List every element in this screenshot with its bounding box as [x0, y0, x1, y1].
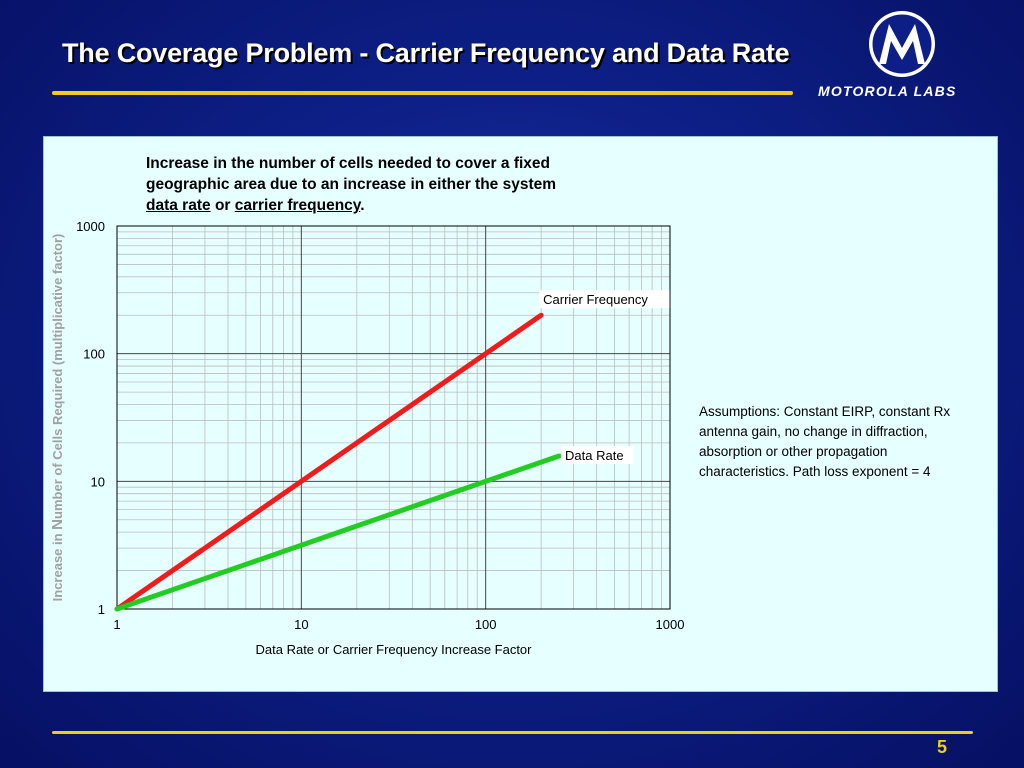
y-axis-label-part: N — [49, 519, 66, 530]
assumptions-note: Assumptions: Constant EIRP, constant Rx … — [699, 402, 999, 482]
series-layer: Carrier Frequency Data Rate — [114, 290, 670, 612]
chart-heading-term-carrier: carrier frequency — [234, 197, 361, 214]
y-axis-label-part: umber of Cells Required (multiplicative … — [50, 234, 65, 519]
logo-text: MOTOROLA LABS — [818, 83, 957, 99]
assumptions-line-2: antenna gain, no change in diffraction, — [699, 424, 928, 439]
series-label-carrier-frequency: Carrier Frequency — [543, 292, 648, 307]
chart-panel: Increase in the number of cells needed t… — [43, 136, 998, 692]
page-number: 5 — [937, 737, 948, 757]
coverage-chart: Carrier Frequency Data Rate 1 10 100 1000 1 10… — [49, 219, 684, 657]
series-line-carrier-frequency — [114, 312, 544, 612]
tick-layer: 1 10 100 1000 1 10 100 1000 — [76, 219, 684, 632]
series-label-bg — [561, 445, 634, 464]
series-line-data-rate — [114, 453, 562, 612]
footer-rule — [52, 731, 973, 734]
y-tick-label: 1000 — [76, 219, 105, 234]
chart-heading-line-1: Increase in the number of cells needed t… — [146, 155, 550, 172]
chart-heading-period: . — [360, 197, 365, 214]
y-tick-label: 100 — [83, 347, 105, 362]
x-tick-label: 100 — [475, 617, 497, 632]
series-label-bg — [539, 290, 670, 309]
y-axis-label: Increase in Number of Cells Required (mu… — [49, 234, 66, 602]
chart-heading-term-data-rate: data rate — [146, 197, 211, 214]
x-tick-label: 1 — [113, 617, 120, 632]
plot-frame — [116, 225, 671, 610]
series-label-data-rate: Data Rate — [565, 448, 624, 463]
motorola-logo-icon — [869, 11, 935, 77]
x-tick-label: 10 — [294, 617, 308, 632]
chart-heading: Increase in the number of cells needed t… — [146, 153, 686, 216]
y-tick-label: 1 — [98, 602, 105, 617]
assumptions-line-3: absorption or other propagation — [699, 444, 888, 459]
title-underline — [52, 91, 793, 95]
assumptions-line-1: Assumptions: Constant EIRP, constant Rx — [699, 404, 951, 419]
chart-heading-line-2: geographic area due to an increase in ei… — [146, 176, 557, 193]
y-tick-label: 10 — [91, 474, 105, 489]
y-axis-label-part: Increase in — [50, 530, 65, 602]
slide-title: The Coverage Problem - Carrier Frequency… — [62, 38, 790, 68]
chart-heading-connector: or — [214, 197, 231, 214]
x-tick-label: 1000 — [656, 617, 685, 632]
x-axis-label: Data Rate or Carrier Frequency Increase … — [256, 642, 533, 657]
assumptions-line-4: characteristics. Path loss exponent = 4 — [699, 464, 931, 479]
